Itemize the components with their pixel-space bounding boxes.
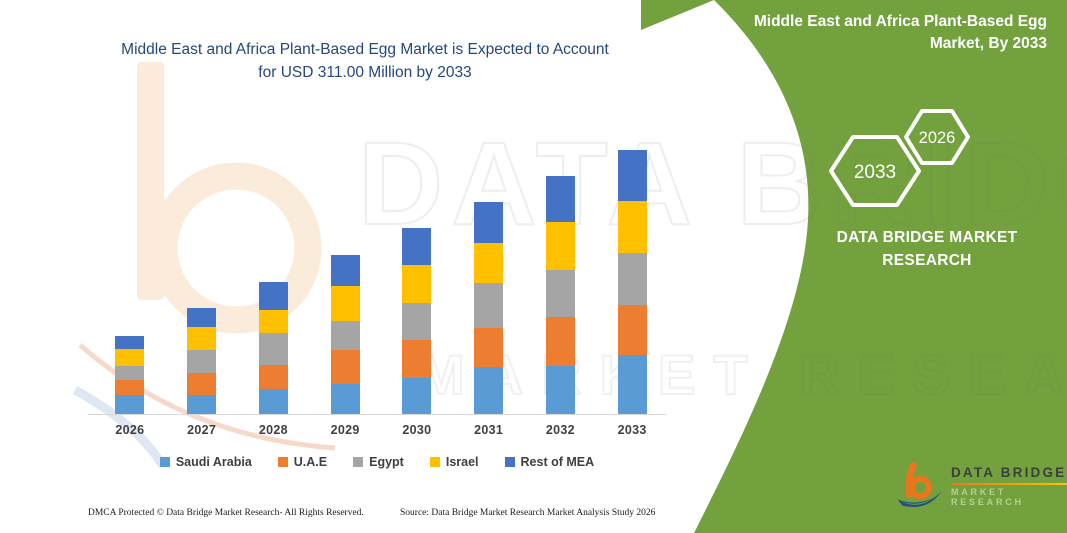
dbmr-b-watermark	[72, 62, 336, 469]
footer-source-text: Source: Data Bridge Market Research Mark…	[400, 508, 656, 518]
bar-segment-rest-of-mea-2027	[187, 307, 217, 327]
bar-segment-israel-2027	[187, 326, 217, 350]
stacked-bar-plot	[94, 150, 668, 414]
x-axis-label-2029: 2029	[330, 423, 360, 437]
legend-swatch	[277, 457, 288, 467]
bar-segment-israel-2029	[330, 285, 360, 321]
legend-label: Saudi Arabia	[175, 455, 252, 469]
bar-segment-saudi-arabia-2027	[187, 394, 217, 414]
stacked-bar-2026	[115, 335, 145, 414]
bar-column-2032	[525, 150, 597, 414]
red-swoosh-watermark	[78, 343, 336, 451]
x-axis-label-2031: 2031	[474, 423, 504, 437]
bar-segment-u-a-e-2032	[545, 317, 575, 366]
chart-title: Middle East and Africa Plant-Based Egg M…	[121, 41, 609, 82]
stacked-bar-2029	[330, 255, 360, 414]
bar-segment-u-a-e-2029	[330, 349, 360, 385]
legend-swatch	[353, 457, 364, 467]
bar-segment-egypt-2030	[402, 302, 432, 341]
blue-swoosh-watermark	[72, 386, 167, 469]
bar-segment-saudi-arabia-2030	[402, 377, 432, 414]
bar-segment-rest-of-mea-2028	[258, 282, 288, 310]
bar-segment-saudi-arabia-2028	[258, 389, 288, 414]
bar-column-2031	[453, 150, 525, 414]
bar-segment-u-a-e-2027	[187, 373, 217, 395]
x-axis-label-2026: 2026	[115, 423, 145, 437]
legend-swatch	[159, 457, 170, 467]
legend-swatch	[429, 457, 440, 467]
legend-item-saudi-arabia: Saudi Arabia	[159, 455, 252, 469]
bar-segment-rest-of-mea-2031	[474, 202, 504, 243]
stacked-bar-2032	[545, 176, 575, 414]
x-axis-label-2032: 2032	[545, 423, 575, 437]
bar-segment-israel-2032	[545, 222, 575, 270]
bar-segment-rest-of-mea-2033	[617, 150, 647, 202]
legend-item-egypt: Egypt	[353, 455, 404, 469]
legend-item-rest-of-mea: Rest of MEA	[504, 455, 595, 469]
bar-segment-egypt-2026	[115, 365, 145, 381]
bar-segment-egypt-2033	[617, 252, 647, 306]
x-axis-label-2027: 2027	[187, 423, 217, 437]
chart-legend: Saudi Arabia U.A.E Egypt Israel Rest of MEA	[88, 455, 666, 469]
bar-segment-u-a-e-2028	[258, 364, 288, 390]
green-panel-shape	[641, 0, 1067, 533]
bar-segment-saudi-arabia-2033	[617, 354, 647, 414]
legend-item-israel: Israel	[429, 455, 479, 469]
bar-segment-saudi-arabia-2031	[474, 366, 504, 414]
x-axis-label-2033: 2033	[617, 423, 647, 437]
stacked-bar-2028	[258, 282, 288, 414]
bar-column-2030	[381, 150, 453, 414]
bar-segment-israel-2026	[115, 348, 145, 366]
footer-dmca-text: DMCA Protected © Data Bridge Market Rese…	[88, 508, 364, 518]
x-axis-line	[88, 414, 666, 415]
bar-segment-saudi-arabia-2029	[330, 384, 360, 414]
x-axis-label-2028: 2028	[258, 423, 288, 437]
bar-segment-egypt-2027	[187, 349, 217, 374]
bar-segment-egypt-2032	[545, 269, 575, 318]
bar-segment-egypt-2028	[258, 333, 288, 365]
bar-segment-egypt-2029	[330, 320, 360, 350]
bar-segment-rest-of-mea-2030	[402, 227, 432, 266]
legend-label: Israel	[445, 455, 479, 469]
stacked-bar-2027	[187, 307, 217, 414]
legend-label: Rest of MEA	[520, 455, 595, 469]
bar-column-2033	[596, 150, 668, 414]
x-axis-label-2030: 2030	[402, 423, 432, 437]
bar-segment-israel-2033	[617, 201, 647, 253]
bar-segment-saudi-arabia-2026	[115, 395, 145, 414]
bar-column-2027	[166, 150, 238, 414]
bar-segment-rest-of-mea-2032	[545, 176, 575, 223]
stacked-bar-2033	[617, 150, 647, 414]
bar-segment-israel-2031	[474, 242, 504, 284]
legend-label: Egypt	[369, 455, 404, 469]
bar-segment-u-a-e-2031	[474, 327, 504, 367]
x-axis-labels: 2026 2027 2028 2029 2030 2031 2032 2033	[94, 423, 668, 437]
bar-segment-saudi-arabia-2032	[545, 365, 575, 414]
bar-segment-u-a-e-2033	[617, 305, 647, 355]
bar-segment-u-a-e-2026	[115, 380, 145, 396]
legend-label: U.A.E	[293, 455, 328, 469]
bar-segment-israel-2030	[402, 265, 432, 303]
stacked-bar-2031	[474, 202, 504, 414]
stacked-bar-2030	[402, 227, 432, 414]
bar-segment-israel-2028	[258, 309, 288, 334]
bar-segment-rest-of-mea-2026	[115, 335, 145, 349]
legend-item-u-a-e: U.A.E	[277, 455, 328, 469]
bar-column-2026	[94, 150, 166, 414]
bar-column-2028	[238, 150, 310, 414]
bar-segment-u-a-e-2030	[402, 340, 432, 378]
bar-segment-egypt-2031	[474, 283, 504, 328]
bar-column-2029	[309, 150, 381, 414]
bar-segment-rest-of-mea-2029	[330, 255, 360, 286]
legend-swatch	[504, 457, 515, 467]
